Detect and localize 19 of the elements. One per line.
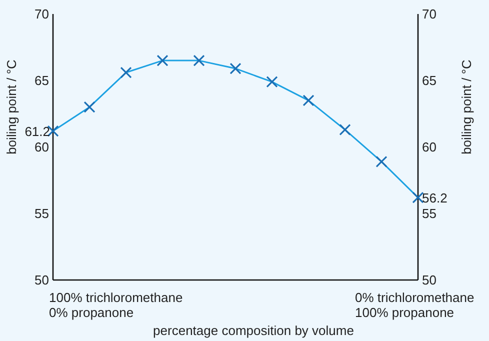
- x-axis-title: percentage composition by volume: [153, 323, 354, 338]
- y2-axis-title: boiling point / °C: [459, 60, 474, 154]
- y2-tick-label: 60: [422, 140, 436, 155]
- y-tick-label: 55: [34, 206, 49, 222]
- text: 0% propanone: [49, 305, 134, 320]
- text: 0% trichloromethane: [355, 290, 474, 305]
- data-label: 61.2: [24, 124, 50, 140]
- y-tick-label: 50: [34, 272, 49, 288]
- y2-tick-label: 50: [422, 272, 436, 288]
- y-tick-label: 65: [34, 73, 49, 88]
- y2-tick-label: 65: [422, 73, 436, 88]
- y-axis-title: boiling point / °C: [4, 60, 19, 154]
- y-tick-label: 70: [34, 6, 49, 22]
- y-tick-label: 60: [34, 140, 49, 155]
- text: 100% propanone: [355, 305, 454, 320]
- y2-tick-label: 70: [422, 6, 436, 22]
- y2-tick-label: 55: [422, 206, 436, 222]
- data-label: 56.2: [422, 190, 448, 206]
- text: 100% trichloromethane: [49, 290, 183, 305]
